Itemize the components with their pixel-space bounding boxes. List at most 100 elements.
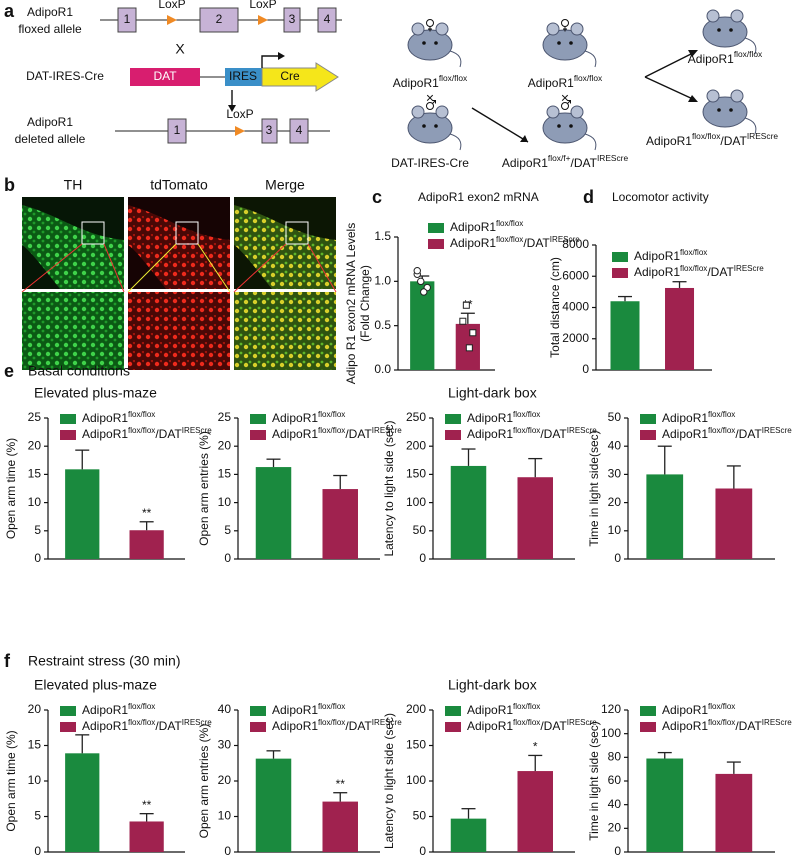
legend-label-part: flox/flox: [708, 718, 735, 727]
legend-label: AdipoR1flox/flox: [467, 702, 540, 718]
legend-label: AdipoR1flox/flox: [450, 219, 523, 235]
legend-label-part: flox/flox: [496, 219, 523, 228]
y-tick-label: 150: [406, 467, 426, 481]
bar: [715, 488, 753, 559]
mouse-eye: [434, 124, 438, 128]
legend-label: AdipoR1flox/flox: [467, 410, 540, 426]
mouse-label-part: AdipoR1: [688, 52, 734, 66]
legend-label-part: flox/flox: [318, 702, 345, 711]
y-tick-label: 10: [608, 523, 622, 537]
legend-label-part: IREScre: [550, 235, 580, 244]
mouse-label-part: IREScre: [747, 131, 779, 141]
legend-swatch: [60, 706, 76, 716]
y-tick-label: 20: [218, 438, 232, 452]
mouse-label-part: flox/flox: [439, 73, 468, 83]
mouse-ear: [435, 22, 449, 36]
arrow: [644, 51, 696, 78]
sex-symbol: [428, 26, 432, 32]
legend-label-part: AdipoR1: [82, 719, 128, 733]
y-tick-label: 5: [224, 523, 231, 537]
y-axis-label: Time in light side(sec): [587, 430, 601, 546]
sex-symbol: [567, 100, 571, 104]
legend-label-part: flox/flox: [318, 718, 345, 727]
mouse-label-part: /DAT: [720, 134, 747, 148]
legend-label-part: AdipoR1: [450, 220, 496, 234]
loxp-label: LoxP: [226, 107, 253, 121]
exon-label: 1: [124, 12, 131, 26]
promoter-arrow: [261, 55, 278, 68]
legend-label: AdipoR1flox/flox: [634, 248, 707, 264]
y-tick-label: 0: [614, 551, 621, 565]
legend-label-part: IREScre: [762, 718, 792, 727]
zoom-line: [127, 243, 177, 293]
zoom-line: [197, 243, 231, 293]
bar: [322, 489, 358, 559]
loxp-label: LoxP: [249, 0, 276, 11]
cross-mark: X: [175, 41, 185, 57]
bar: [65, 469, 100, 559]
legend-label-part: /DAT: [345, 427, 372, 441]
bar: [322, 801, 358, 852]
legend-label-part: flox/flox: [708, 426, 735, 435]
legend-swatch: [640, 430, 656, 440]
y-tick-label: 100: [406, 773, 426, 787]
bar: [715, 773, 753, 852]
mouse-body: [702, 16, 748, 48]
mouse-ear: [411, 105, 425, 119]
legend-label-part: flox/flox: [708, 410, 735, 419]
cross-mark: ×: [561, 90, 569, 106]
y-tick-label: 250: [406, 410, 426, 424]
legend-label-part: flox/flox: [128, 718, 155, 727]
data-point: [417, 277, 425, 286]
legend-label-part: /DAT: [735, 719, 762, 733]
mouse-label-part: flox/flox: [574, 73, 603, 83]
panel-label: b: [4, 175, 15, 195]
section-subtitle: Light-dark box: [448, 677, 537, 693]
legend-label-part: AdipoR1: [82, 411, 128, 425]
mouse-eye: [569, 41, 573, 45]
panel-label: a: [4, 1, 15, 21]
bar: [410, 281, 435, 370]
micrographs: TH tdTomato Merge: [21, 177, 337, 370]
bar: [65, 753, 100, 852]
legend-label-part: flox/flox: [708, 702, 735, 711]
panel-label: e: [4, 361, 14, 381]
y-tick-label: 0: [224, 844, 231, 858]
exon-label: 3: [289, 12, 296, 26]
mouse-tail: [744, 37, 757, 55]
legend-label-part: flox/flox: [318, 410, 345, 419]
y-tick-label: 200: [406, 702, 426, 716]
mouse-eye: [557, 41, 561, 45]
bar: [129, 530, 164, 559]
legend-label-part: AdipoR1: [467, 427, 513, 441]
y-tick-label: 10: [28, 773, 42, 787]
legend-swatch: [250, 706, 266, 716]
legend-swatch: [60, 414, 76, 424]
mouse-label-part: AdipoR1: [502, 156, 548, 170]
arrow: [644, 76, 696, 101]
data-point: [462, 301, 470, 309]
exon: [117, 7, 137, 33]
mouse-eye: [422, 124, 426, 128]
allele-label: AdipoR1: [27, 115, 73, 129]
chart-title: AdipoR1 exon2 mRNA: [418, 190, 539, 204]
y-axis-label: Total distance (cm): [548, 257, 562, 358]
legend-label-part: AdipoR1: [662, 411, 708, 425]
y-axis-label: Open arm entries (%): [197, 724, 211, 839]
bar: [255, 467, 292, 559]
legend-label: AdipoR1flox/flox/DATIREScre: [662, 718, 792, 734]
legend-swatch: [250, 430, 266, 440]
legend-label: AdipoR1flox/flox/DATIREScre: [272, 718, 402, 734]
y-tick-label: 30: [218, 738, 232, 752]
mouse-ear: [546, 22, 560, 36]
panel-label: f: [4, 651, 11, 671]
y-axis-label: Open arm time (%): [4, 438, 18, 539]
y-tick-label: 20: [28, 702, 42, 716]
loxp-site: [258, 15, 268, 25]
y-tick-label: 0: [582, 362, 589, 376]
legend-label-part: /DAT: [345, 719, 372, 733]
image-tissue: [128, 205, 230, 289]
legend-label-part: /DAT: [707, 265, 734, 279]
y-tick-label: 25: [218, 410, 232, 424]
block-label: IRES: [229, 69, 257, 83]
